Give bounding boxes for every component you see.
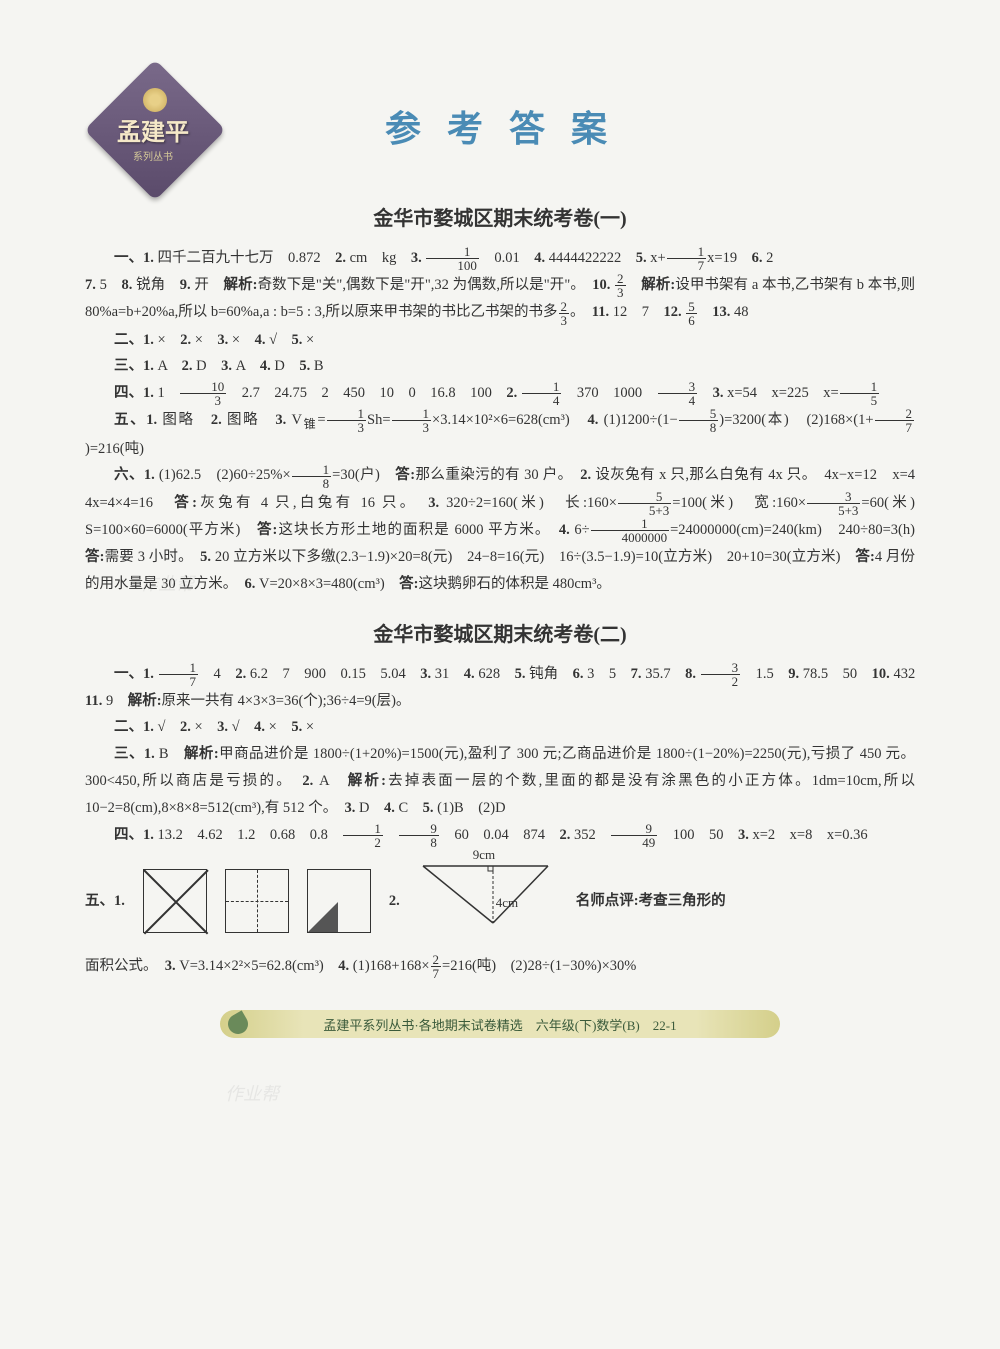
triangle-mid-label: 4cm: [496, 891, 518, 915]
page-container: 孟建平 系列丛书 参 考 答 案 金华市婺城区期末统考卷(一) 一、1. 四千二…: [0, 0, 1000, 1058]
logo-subtitle: 系列丛书: [133, 148, 173, 163]
square-with-triangle-icon: [307, 869, 371, 933]
s1-line-2: 二、1. × 2. × 3. × 4. √ 5. ×: [85, 327, 915, 354]
diagram-comment: 名师点评:考查三角形的: [576, 888, 726, 915]
s1-line-4: 四、1. 1 103 2.7 24.75 2 450 10 0 16.8 100…: [85, 380, 915, 407]
triangle-fill-icon: [308, 902, 338, 932]
s1-line-0: 一、1. 四千二百九十七万 0.872 2. cm kg 3. 1100 0.0…: [85, 245, 915, 272]
page-footer: 孟建平系列丛书·各地期末试卷精选 六年级(下)数学(B) 22-1: [220, 1010, 780, 1038]
triangle-diagram: 9cm 4cm: [418, 861, 558, 941]
brand-logo: 孟建平 系列丛书: [95, 70, 215, 190]
s2-line-1: 二、1. √ 2. × 3. √ 4. × 5. ×: [85, 714, 915, 741]
s2-line-2: 三、1. B 解析:甲商品进价是 1800÷(1+20%)=1500(元),盈利…: [85, 741, 915, 821]
section1-title: 金华市婺城区期末统考卷(一): [85, 202, 915, 231]
logo-text: 孟建平: [117, 112, 189, 147]
square-dashed-icon: [225, 869, 289, 933]
square-with-x-icon: [143, 869, 207, 933]
leaf-icon: [224, 1010, 251, 1037]
s2-line-0: 一、1. 17 4 2. 6.2 7 900 0.15 5.04 3. 31 4…: [85, 661, 915, 715]
s1-line-1: 7. 5 8. 锐角 9. 开 解析:奇数下是"关",偶数下是"开",32 为偶…: [85, 272, 915, 326]
section1-content: 一、1. 四千二百九十七万 0.872 2. cm kg 3. 1100 0.0…: [85, 245, 915, 598]
diagram-label-5-1: 五、1.: [85, 888, 125, 915]
s1-line-6: 六、1. (1)62.5 (2)60÷25%×18=30(户) 答:那么重染污的…: [85, 462, 915, 597]
s2-line-3: 四、1. 13.2 4.62 1.2 0.68 0.8 12 98 60 0.0…: [85, 822, 915, 849]
diagram-label-2: 2.: [389, 888, 400, 915]
section2-title: 金华市婺城区期末统考卷(二): [85, 618, 915, 647]
s2-line-after: 面积公式。 3. V=3.14×2²×5=62.8(cm³) 4. (1)168…: [85, 953, 915, 980]
s1-line-5: 五、1. 图略 2. 图略 3. V锥=13Sh=13×3.14×10²×6=6…: [85, 407, 915, 462]
watermark-2: 作业帮: [225, 1080, 279, 1106]
triangle-svg-icon: [418, 861, 558, 931]
s1-line-3: 三、1. A 2. D 3. A 4. D 5. B: [85, 353, 915, 380]
triangle-top-label: 9cm: [473, 843, 495, 867]
diagram-row: 五、1. 2. 9cm 4cm 名师点评:考查三角形的: [85, 861, 915, 941]
logo-badge-icon: [143, 88, 167, 112]
footer-text: 孟建平系列丛书·各地期末试卷精选 六年级(下)数学(B) 22-1: [323, 1015, 676, 1034]
section2-content: 一、1. 17 4 2. 6.2 7 900 0.15 5.04 3. 31 4…: [85, 661, 915, 981]
